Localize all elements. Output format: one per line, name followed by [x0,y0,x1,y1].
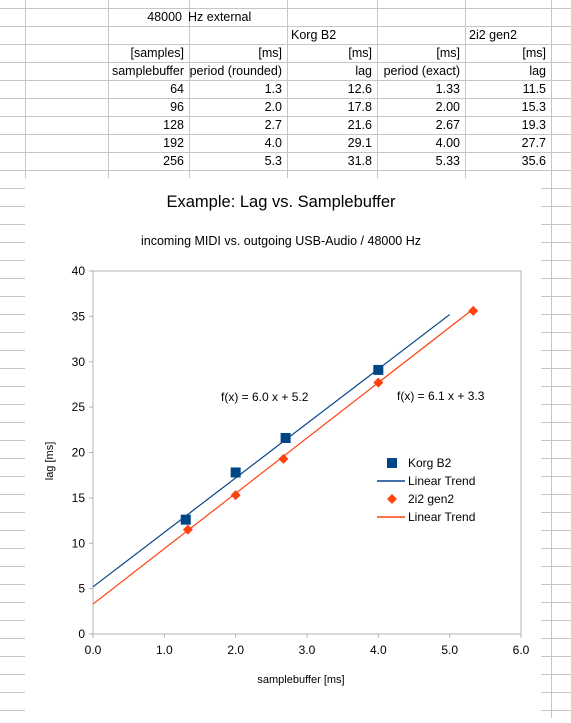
plot-frame [92,270,522,635]
cell-clock-mode[interactable]: Hz external [188,10,252,24]
trend-equation: f(x) = 6.1 x + 3.3 [397,389,485,403]
x-tick-label: 4.0 [370,643,387,657]
legend-marker [387,494,397,504]
table-cell[interactable]: 96 [170,100,184,114]
table-cell[interactable]: 19.3 [521,118,546,132]
table-cell[interactable]: 256 [163,154,184,168]
cell-header-lag[interactable]: lag [355,64,372,78]
trend-equation: f(x) = 6.0 x + 5.2 [221,390,309,404]
trend-line [92,314,451,588]
embedded-chart[interactable]: Example: Lag vs. Samplebuffer incoming M… [25,178,541,718]
chart-subtitle: incoming MIDI vs. outgoing USB-Audio / 4… [141,234,421,248]
data-point[interactable] [230,490,241,501]
x-tick-label: 0.0 [85,643,102,657]
data-point[interactable] [280,432,291,443]
table-cell[interactable]: 35.6 [521,154,546,168]
data-point[interactable] [278,453,289,464]
table-cell[interactable]: 29.1 [347,136,372,150]
cell-header-samplebuffer[interactable]: samplebuffer [111,64,184,78]
x-tick-label: 1.0 [156,643,173,657]
x-tick-label: 3.0 [299,643,316,657]
cell-header-period-exact[interactable]: period (exact) [383,64,460,78]
table-cell[interactable]: 4.0 [264,136,282,150]
table-cell[interactable]: 15.3 [521,100,546,114]
legend-label: Linear Trend [408,510,475,524]
y-tick-label: 15 [72,491,86,505]
chart-title: Example: Lag vs. Samplebuffer [167,193,396,211]
table-cell[interactable]: 1.3 [264,82,282,96]
data-point[interactable] [373,364,384,375]
cell-group-korg[interactable]: Korg B2 [291,28,337,42]
x-tick-label: 6.0 [513,643,530,657]
x-tick-label: 5.0 [441,643,458,657]
x-axis-label: samplebuffer [ms] [257,674,344,686]
legend-label: Korg B2 [408,456,452,470]
cell-unit-ms[interactable]: [ms] [436,46,460,60]
y-tick-label: 35 [72,309,86,323]
table-cell[interactable]: 5.33 [435,154,460,168]
y-tick-label: 10 [72,536,86,550]
y-tick-label: 25 [72,400,86,414]
cell-unit-ms[interactable]: [ms] [522,46,546,60]
table-cell[interactable]: 27.7 [521,136,546,150]
table-cell[interactable]: 2.7 [264,118,282,132]
table-cell[interactable]: 2.0 [264,100,282,114]
table-cell[interactable]: 31.8 [347,154,372,168]
table-cell[interactable]: 2.00 [435,100,460,114]
cell-unit-ms[interactable]: [ms] [258,46,282,60]
table-cell[interactable]: 2.67 [435,118,460,132]
table-cell[interactable]: 5.3 [264,154,282,168]
cell-group-2i2[interactable]: 2i2 gen2 [469,28,517,42]
table-cell[interactable]: 4.00 [435,136,460,150]
chart-canvas: Example: Lag vs. Samplebuffer incoming M… [44,193,530,686]
y-tick-label: 40 [72,264,86,278]
legend-label: 2i2 gen2 [408,492,454,506]
y-tick-label: 20 [72,446,86,460]
data-point[interactable] [373,377,384,388]
x-tick-label: 2.0 [227,643,244,657]
cell-header-period-rounded[interactable]: period (rounded) [189,64,282,78]
cell-header-lag[interactable]: lag [529,64,546,78]
table-cell[interactable]: 11.5 [522,82,546,96]
y-axis-label: lag [ms] [44,442,56,481]
data-point[interactable] [180,514,191,525]
legend-label: Linear Trend [408,474,475,488]
table-cell[interactable]: 21.6 [347,118,372,132]
table-cell[interactable]: 128 [163,118,184,132]
cell-sample-rate[interactable]: 48000 [147,10,182,24]
table-cell[interactable]: 192 [163,136,184,150]
legend-marker [387,458,397,468]
table-cell[interactable]: 17.8 [347,100,372,114]
y-tick-label: 30 [72,355,86,369]
cell-unit-ms[interactable]: [ms] [348,46,372,60]
y-tick-label: 5 [78,582,85,596]
table-cell[interactable]: 64 [170,82,184,96]
data-point[interactable] [182,524,193,535]
data-point[interactable] [468,305,479,316]
cell-unit-samples[interactable]: [samples] [130,46,185,60]
table-cell[interactable]: 1.33 [435,82,460,96]
y-tick-label: 0 [78,627,85,641]
table-cell[interactable]: 12.6 [347,82,372,96]
data-point[interactable] [230,467,241,478]
